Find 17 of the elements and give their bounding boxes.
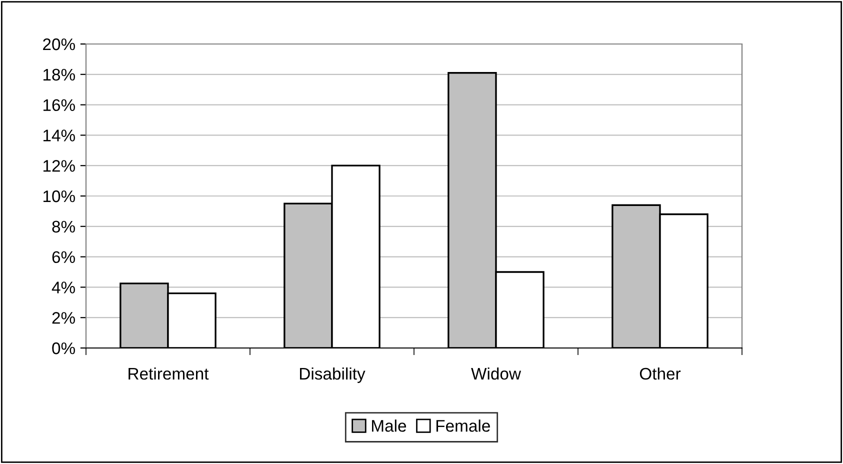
y-tick-label: 0% <box>52 342 75 354</box>
y-tick-label: 18% <box>43 68 75 81</box>
y-tick-label: 16% <box>43 99 75 112</box>
x-tick-label: Retirement <box>128 367 209 380</box>
x-tick-label: Disability <box>300 367 366 383</box>
y-tick-label: 12% <box>43 160 75 172</box>
x-tick-label: Widow <box>471 367 522 380</box>
y-tick-label: 2% <box>52 312 75 324</box>
y-tick-label: 8% <box>52 220 75 233</box>
y-tick-label: 6% <box>52 251 75 264</box>
legend-label: Male <box>372 420 406 432</box>
y-tick-label: 20% <box>43 38 75 50</box>
y-tick-label: 4% <box>52 282 75 294</box>
y-tick-label: 10% <box>43 190 75 202</box>
x-tick-label: Other <box>640 367 681 380</box>
y-tick-label: 14% <box>43 130 75 142</box>
legend-label: Female <box>436 420 490 432</box>
